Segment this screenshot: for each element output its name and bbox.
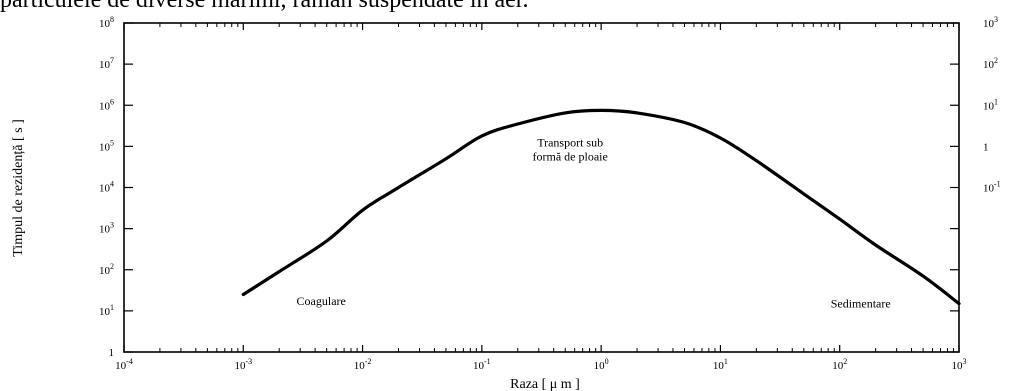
y-axis-label: Timpul de rezidență [ s ]	[11, 119, 26, 257]
y-tick-label: 103	[99, 221, 114, 236]
y-tick-label: 101	[99, 303, 114, 318]
x-tick-label: 102	[832, 357, 847, 372]
right-tick-label: 103	[983, 15, 998, 30]
y-tick-label: 1	[109, 347, 115, 359]
x-tick-label: 101	[713, 357, 728, 372]
annotation: formă de ploaie	[533, 150, 608, 164]
y-tick-label: 106	[99, 97, 114, 112]
x-tick-label: 10-1	[473, 357, 491, 372]
annotation: Transport sub	[537, 135, 603, 149]
y-tick-label: 104	[99, 180, 114, 195]
right-tick-label: 101	[983, 97, 998, 112]
x-tick-label: 10-4	[115, 357, 133, 372]
x-tick-label: 100	[594, 357, 609, 372]
right-tick-label: 10-1	[983, 180, 1001, 195]
right-tick-label: 102	[983, 56, 998, 71]
right-tick-label: 1	[983, 141, 989, 153]
y-tick-label: 107	[99, 56, 114, 71]
x-tick-label: 10-3	[234, 357, 252, 372]
y-tick-label: 108	[99, 15, 114, 30]
y-tick-label: 102	[99, 262, 114, 277]
y-tick-label: 105	[99, 138, 114, 153]
annotation: Coagulare	[297, 294, 346, 308]
x-tick-label: 10-2	[354, 357, 372, 372]
x-axis-label: Raza [ μ m ]	[510, 377, 580, 391]
x-tick-label: 103	[952, 357, 967, 372]
annotation: Sedimentare	[831, 297, 891, 311]
